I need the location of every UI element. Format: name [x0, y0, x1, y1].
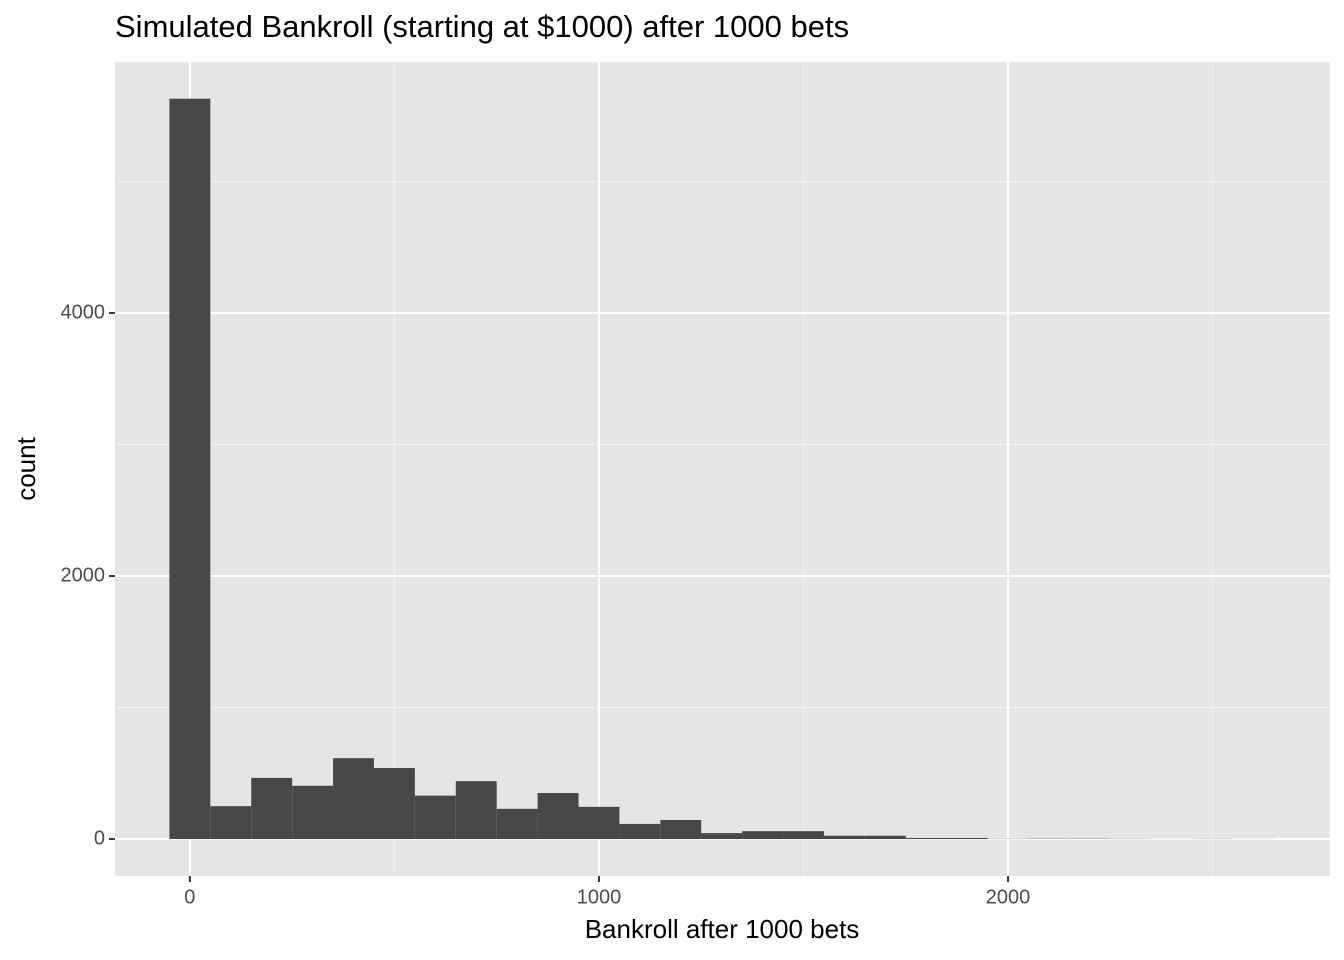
bar: [333, 758, 374, 840]
bar: [619, 823, 661, 840]
bar: [169, 98, 211, 840]
x-tick-label: 1000: [577, 886, 622, 908]
y-tick-label: 4000: [61, 301, 106, 323]
x-tick-label: 0: [184, 886, 195, 908]
bar: [455, 781, 497, 840]
bar: [660, 819, 702, 840]
bar: [578, 806, 620, 840]
bar: [823, 835, 865, 840]
bar: [783, 831, 824, 840]
bar: [946, 837, 988, 840]
bar: [251, 777, 293, 840]
x-tick-label: 2000: [986, 886, 1031, 908]
chart-title: Simulated Bankroll (starting at $1000) a…: [115, 9, 849, 44]
bar: [292, 785, 334, 840]
y-tick-label: 2000: [61, 564, 106, 586]
bar: [742, 831, 784, 840]
panel-background: [115, 62, 1330, 876]
bar: [414, 795, 456, 840]
bar: [905, 837, 947, 840]
bar: [373, 768, 415, 840]
bar: [701, 833, 743, 840]
bar: [210, 806, 252, 840]
x-axis-label: Bankroll after 1000 bets: [585, 914, 860, 944]
bar: [496, 808, 538, 840]
y-tick-label: 0: [94, 827, 105, 849]
bar: [537, 793, 579, 840]
bar: [864, 835, 906, 840]
y-axis-label: count: [11, 436, 41, 500]
